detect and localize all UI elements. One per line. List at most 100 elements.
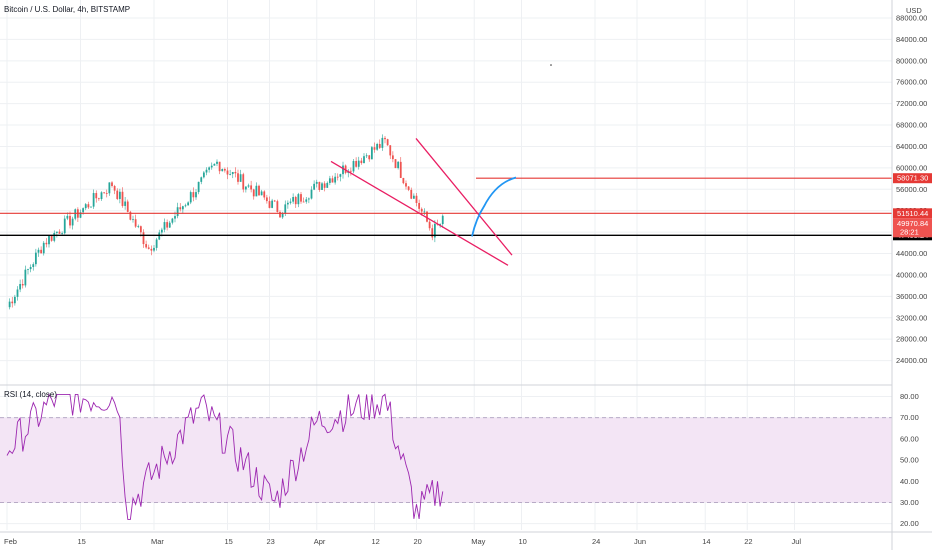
candle-body (384, 137, 386, 140)
candle-body (92, 193, 95, 207)
candle-body (292, 196, 295, 202)
price-tick-label: 80000.00 (896, 56, 927, 65)
time-tick-label: Feb (4, 537, 17, 546)
candle-body (187, 202, 190, 206)
candle-body (82, 208, 85, 213)
rsi-band-group (0, 417, 892, 503)
candle-body (355, 161, 358, 167)
symbol-title: Bitcoin / U.S. Dollar, 4h, BITSTAMP (4, 5, 130, 14)
level-tag-red-bg (893, 208, 932, 219)
candle-body (69, 215, 71, 226)
candle-body (71, 218, 74, 226)
candle-body (179, 207, 182, 210)
rsi-line (6, 393, 444, 520)
candle-body (399, 161, 402, 178)
candle-body (121, 191, 124, 206)
candle-body (321, 183, 323, 190)
time-tick-label: May (471, 537, 485, 546)
price-tick-label: 36000.00 (896, 292, 927, 301)
time-tick-label: 20 (414, 537, 422, 546)
candle-body (176, 207, 179, 217)
time-tick-label: 23 (267, 537, 275, 546)
candle-body (50, 235, 53, 241)
candle-body (279, 211, 281, 218)
candle-body (402, 177, 405, 184)
candle-body (268, 201, 271, 208)
candle-body (174, 216, 176, 219)
candle-body (95, 193, 98, 199)
candle-body (192, 192, 195, 198)
price-tick-label: 72000.00 (896, 99, 927, 108)
candle-body (74, 209, 77, 219)
rsi-tick-label: 20.00 (900, 519, 919, 528)
candle-body (129, 211, 132, 220)
candle-body (32, 264, 35, 268)
rsi-band (0, 417, 892, 503)
candle-body (213, 163, 216, 166)
time-tick-label: 24 (592, 537, 600, 546)
rsi-tick-label: 30.00 (900, 498, 919, 507)
candle-body (244, 186, 247, 190)
time-tick-label: 15 (225, 537, 233, 546)
candle-body (260, 191, 263, 196)
candle-body (142, 232, 145, 245)
candle-body (265, 197, 268, 202)
candle-body (331, 178, 334, 183)
candle-body (391, 155, 394, 160)
candle-body (426, 211, 428, 222)
candle-body (229, 174, 232, 175)
candle-body (55, 231, 58, 233)
candle-body (205, 169, 208, 173)
candle-body (318, 181, 321, 190)
price-tick-label: 32000.00 (896, 313, 927, 322)
level-tag-red: 58071.30 (897, 174, 928, 183)
candle-body (197, 181, 200, 193)
candle-body (360, 160, 363, 164)
candle-body (405, 183, 407, 187)
rsi-title: RSI (14, close) (4, 390, 57, 399)
candle-body (423, 211, 426, 213)
horizontal-levels (0, 177, 892, 236)
price-tick-label: 76000.00 (896, 78, 927, 87)
current-price-value: 49970.84 (897, 219, 928, 228)
candle-body (307, 198, 310, 200)
candle-body (145, 244, 148, 248)
candle-body (29, 267, 32, 270)
candle-body (381, 137, 384, 148)
price-tick-label: 84000.00 (896, 35, 927, 44)
price-tick-label: 56000.00 (896, 185, 927, 194)
candle-body (202, 172, 205, 178)
candle-body (124, 201, 127, 206)
candle-body (216, 161, 218, 164)
candle-body (108, 182, 111, 194)
candle-body (352, 161, 355, 172)
candle-body (226, 170, 229, 175)
candle-body (289, 201, 292, 203)
current-price-tag-bg (893, 218, 932, 238)
candle-body (13, 296, 16, 304)
rsi-line-group (6, 393, 444, 520)
candle-body (286, 202, 289, 205)
candle-body (63, 218, 66, 234)
candle-body (171, 218, 174, 223)
candle-body (373, 147, 376, 150)
level-tag-red-bg (893, 173, 932, 184)
candle-body (132, 219, 134, 221)
candle-body (433, 223, 436, 238)
candle-body (323, 183, 326, 188)
rsi-tick-label: 60.00 (900, 434, 919, 443)
currency-label: USD (906, 6, 922, 15)
candle-body (397, 161, 400, 169)
candle-body (97, 198, 100, 200)
candle-body (242, 174, 245, 190)
candle-body (365, 155, 368, 157)
candle-body (58, 231, 61, 234)
candle-body (21, 284, 24, 286)
candle-body (126, 201, 129, 212)
time-tick-label: 22 (744, 537, 752, 546)
candle-body (284, 204, 287, 214)
candle-body (378, 144, 381, 148)
candle-body (368, 155, 371, 160)
